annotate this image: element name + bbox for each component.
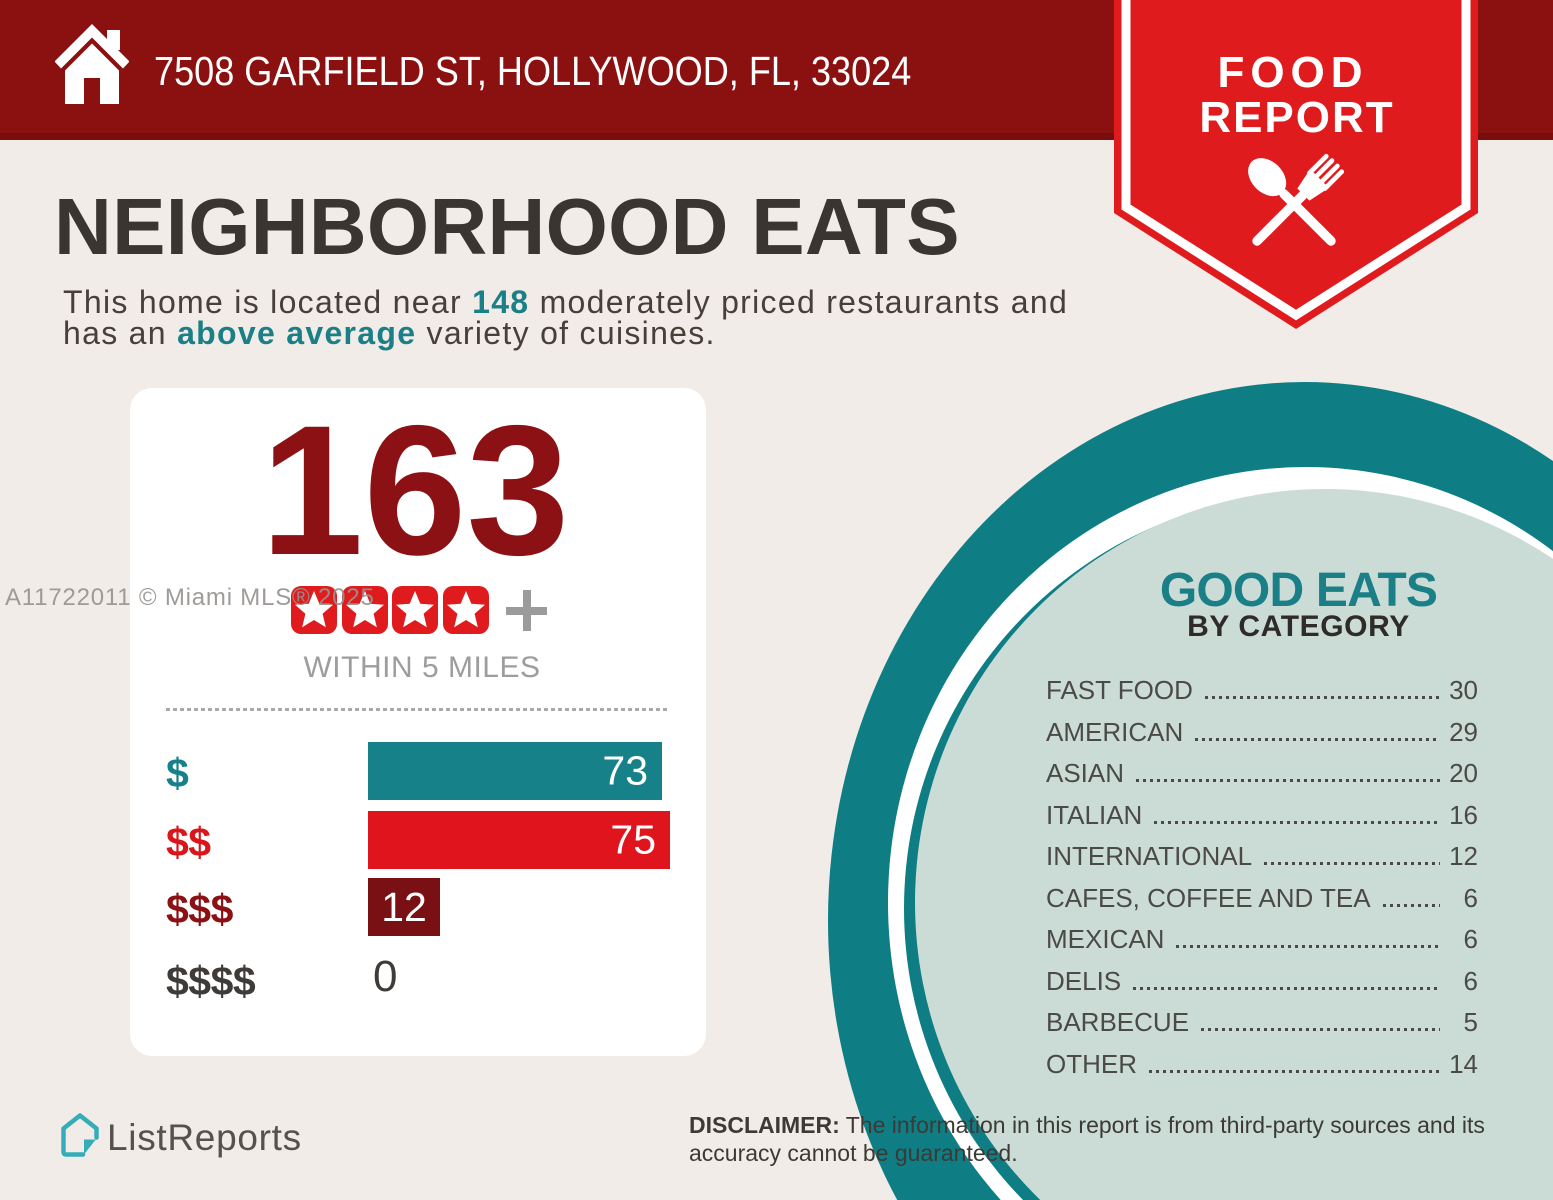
svg-text:REPORT: REPORT <box>1199 93 1394 142</box>
svg-text:FOOD: FOOD <box>1217 48 1368 97</box>
